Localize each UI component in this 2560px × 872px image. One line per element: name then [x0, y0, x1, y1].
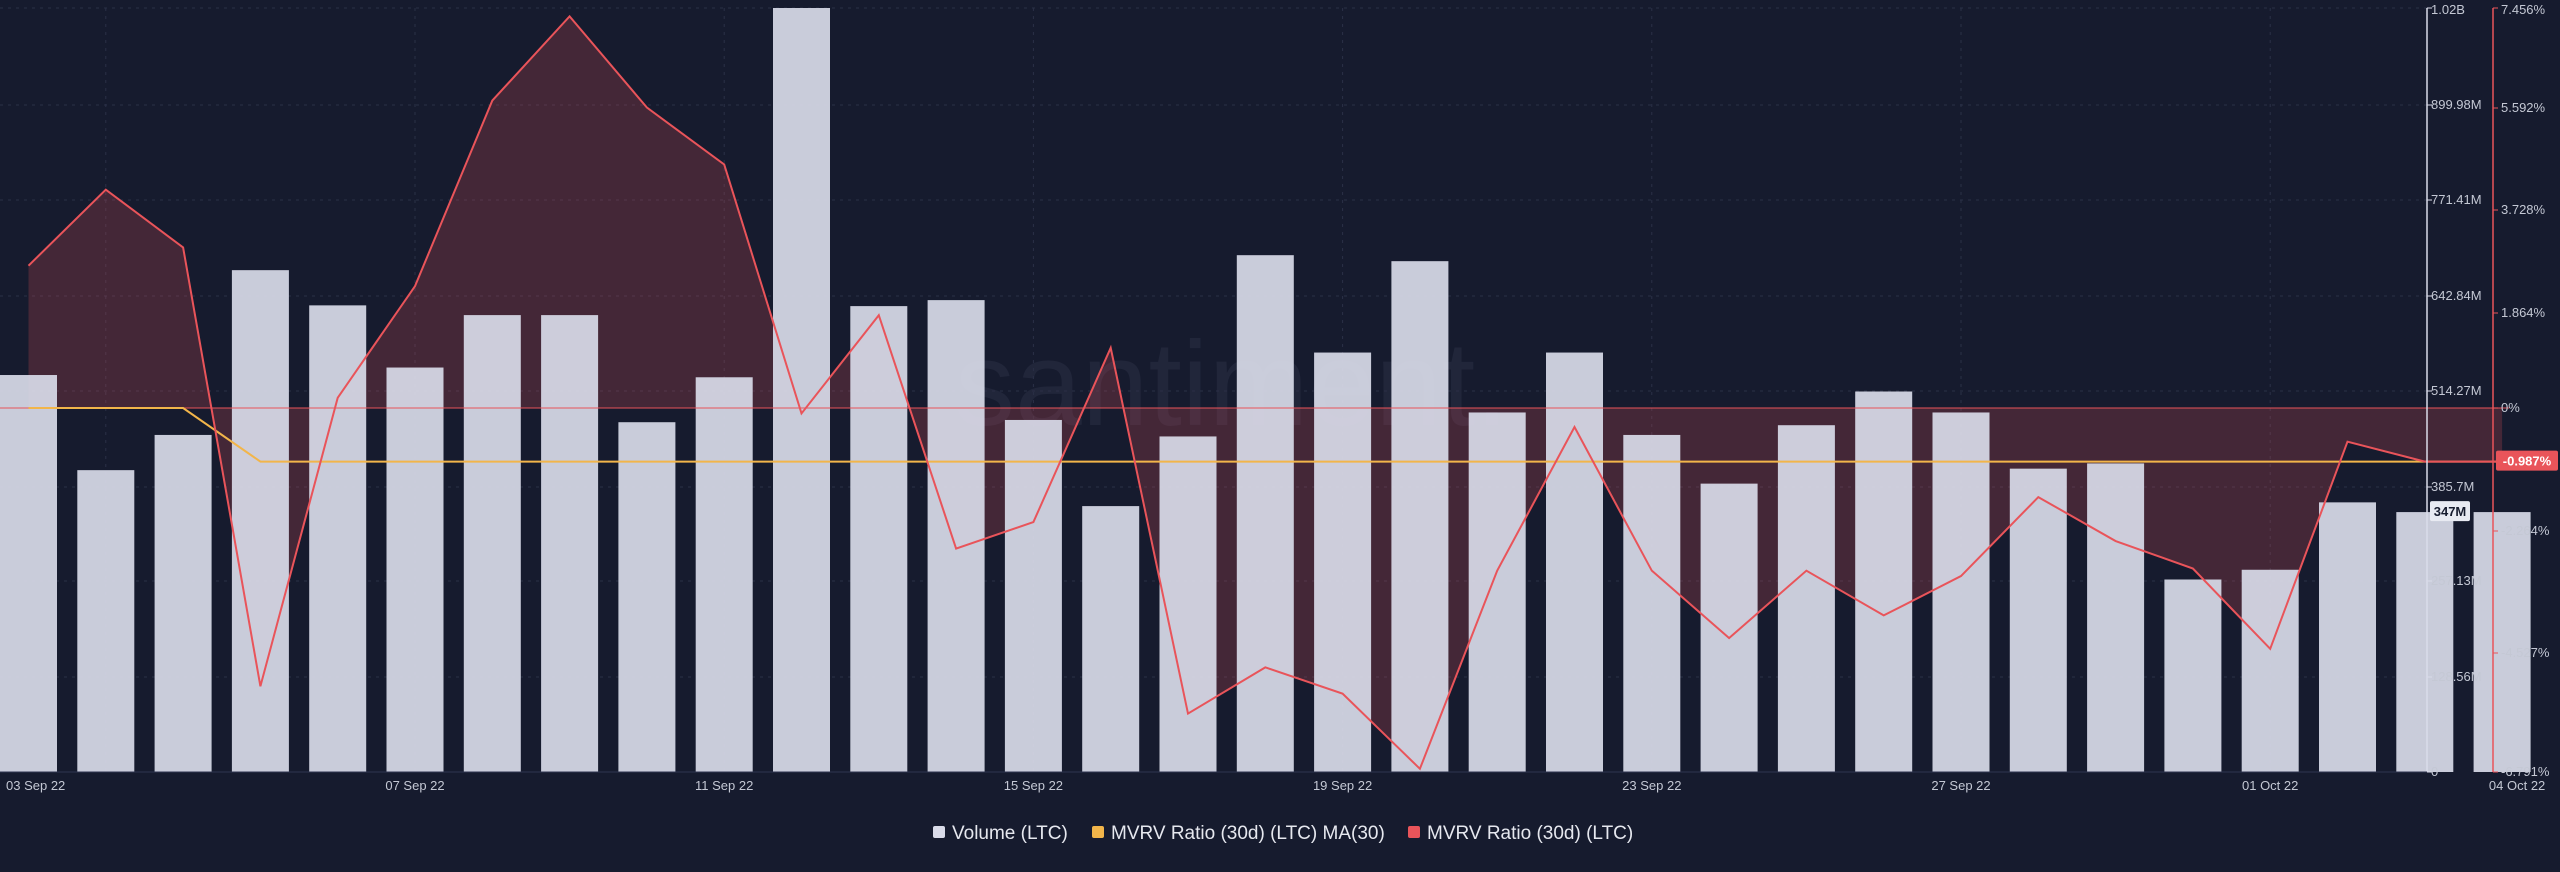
volume-bar — [1777, 425, 1835, 772]
volume-bar — [927, 300, 985, 772]
mvrv-current-label: -0.987% — [2503, 454, 2552, 469]
left-tick-label: 899.98M — [2431, 97, 2482, 112]
legend-label: MVRV Ratio (30d) (LTC) — [1427, 823, 1633, 844]
volume-bar — [2319, 502, 2376, 772]
mvrv-current-badge — [2496, 450, 2558, 471]
volume-bar — [2164, 579, 2222, 772]
volume-bar — [2087, 463, 2145, 772]
right-tick-label: 7.456% — [2501, 2, 2546, 17]
volume-bar — [231, 270, 289, 772]
left-tick-label: 128.56M — [2431, 669, 2482, 684]
volume-bar — [1082, 506, 1140, 772]
left-tick-label: 514.27M — [2431, 383, 2482, 398]
volume-bar — [1159, 436, 1217, 772]
x-tick-label: 27 Sep 22 — [1931, 778, 1990, 793]
left-tick-label: 771.41M — [2431, 192, 2482, 207]
legend-label: Volume (LTC) — [952, 823, 1068, 844]
right-tick-label: -4.527% — [2501, 645, 2550, 660]
volume-bar — [2241, 569, 2299, 772]
volume-bar — [2396, 512, 2454, 772]
right-tick-label: -6.791% — [2501, 764, 2550, 779]
volume-bar — [1700, 483, 1758, 772]
volume-bar — [309, 305, 367, 772]
legend-item: Volume (LTC) — [933, 823, 1068, 844]
right-tick-label: 3.728% — [2501, 202, 2546, 217]
volume-bar — [77, 470, 135, 772]
volume-bar — [850, 306, 908, 772]
volume-bar — [1855, 391, 1913, 772]
volume-bar — [1932, 412, 1990, 772]
legend-swatch — [1408, 826, 1420, 838]
volume-current-label: 347M — [2434, 504, 2467, 519]
x-tick-label: 03 Sep 22 — [6, 778, 65, 793]
volume-bar — [154, 434, 212, 772]
volume-bar — [1391, 261, 1449, 772]
volume-bar — [773, 8, 830, 772]
legend-item: MVRV Ratio (30d) (LTC) — [1408, 823, 1633, 844]
legend-label: MVRV Ratio (30d) (LTC) MA(30) — [1111, 823, 1385, 844]
volume-bars — [0, 8, 2531, 773]
x-axis: 03 Sep 22 07 Sep 22 11 Sep 22 15 Sep 22 19 S… — [0, 771, 2545, 793]
volume-bar — [1468, 412, 1526, 772]
legend-swatch — [933, 826, 945, 838]
x-tick-label: 23 Sep 22 — [1622, 778, 1681, 793]
volume-bar — [1546, 352, 1603, 772]
right-tick-label: 0% — [2501, 400, 2520, 415]
x-tick-label: 15 Sep 22 — [1004, 778, 1063, 793]
axes: 0 128.56M 257.13M 385.7M 514.27M 642.84M 771.4… — [2426, 2, 2558, 779]
volume-bar — [1623, 434, 1681, 772]
volume-bar — [695, 377, 753, 772]
x-tick-label: 01 Oct 22 — [2242, 778, 2298, 793]
volume-bar — [541, 315, 599, 772]
right-tick-label: -2.264% — [2501, 523, 2550, 538]
x-tick-label: 04 Oct 22 — [2489, 778, 2545, 793]
volume-bar — [386, 367, 444, 772]
volume-bar — [463, 315, 521, 772]
volume-bar — [2473, 512, 2531, 772]
left-tick-label: 385.7M — [2431, 479, 2474, 494]
mvrv-line — [27, 14, 2503, 771]
volume-bar — [1314, 352, 1372, 772]
mvrv-ma-line — [28, 407, 2510, 463]
left-tick-label: 257.13M — [2431, 573, 2482, 588]
volume-current-badge — [2430, 501, 2470, 522]
legend-swatch — [1092, 826, 1104, 838]
left-tick-label: 0 — [2431, 764, 2438, 779]
left-tick-label: 642.84M — [2431, 288, 2482, 303]
x-tick-label: 07 Sep 22 — [385, 778, 444, 793]
right-tick-label: 5.592% — [2501, 100, 2546, 115]
x-tick-label: 11 Sep 22 — [695, 778, 753, 793]
volume-bar — [618, 422, 676, 772]
x-tick-label: 19 Sep 22 — [1313, 778, 1372, 793]
lines-layer — [0, 14, 2510, 771]
left-tick-label: 1.02B — [2431, 2, 2465, 17]
right-tick-label: 1.864% — [2501, 305, 2546, 320]
legend: Volume (LTC) MVRV Ratio (30d) (LTC) MA(30… — [933, 823, 1633, 844]
volume-bar — [1004, 419, 1062, 772]
volume-bar — [1236, 255, 1294, 773]
volume-bar — [0, 375, 57, 772]
legend-item: MVRV Ratio (30d) (LTC) MA(30) — [1092, 823, 1385, 844]
volume-bar — [2009, 468, 2067, 772]
